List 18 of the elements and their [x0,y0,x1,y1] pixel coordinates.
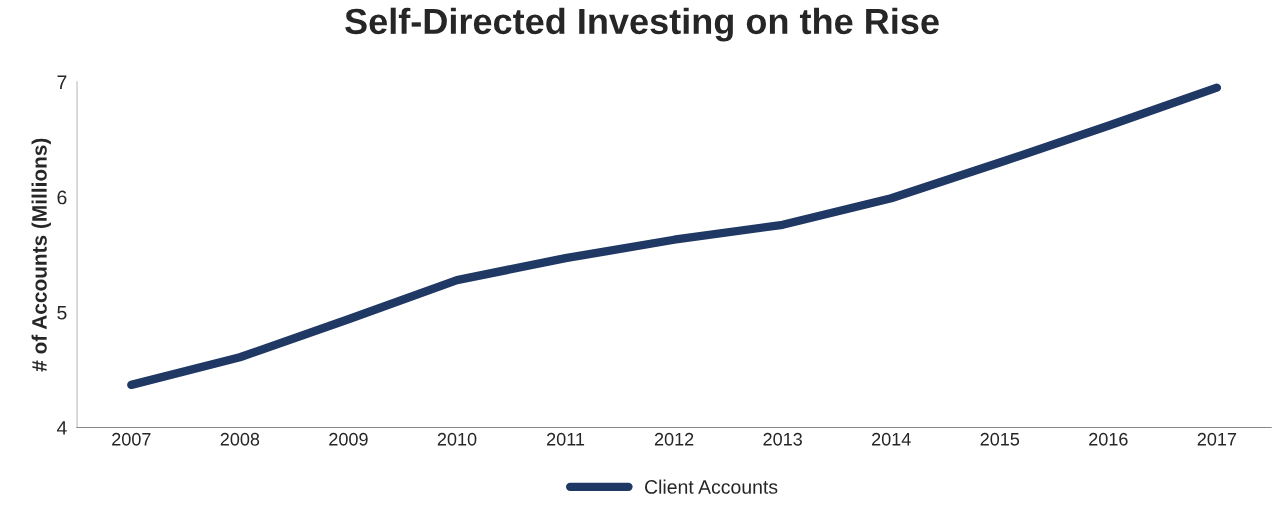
x-tick-label: 2010 [437,432,477,446]
y-axis-title: # of Accounts (Millions) [31,138,51,372]
x-tick-label: 2014 [872,432,911,446]
y-tick-label: 4 [56,421,67,435]
x-tick-label: 2011 [547,432,585,446]
x-tick-label: 2007 [112,432,151,446]
x-tick-label: 2009 [329,432,368,446]
x-tick-label: 2016 [1089,432,1128,446]
x-tick-label: 2008 [220,432,260,446]
legend-label: Client Accounts [645,479,778,494]
x-tick-label: 2017 [1197,432,1237,446]
y-tick-label: 6 [57,190,67,205]
x-tick-label: 2013 [763,432,802,446]
chart-title: Self-Directed Investing on the Rise [345,7,939,42]
x-tick-label: 2015 [980,432,1020,446]
y-tick-label: 7 [57,75,67,89]
y-tick-label: 5 [57,305,67,320]
x-tick-label: 2012 [654,432,694,446]
